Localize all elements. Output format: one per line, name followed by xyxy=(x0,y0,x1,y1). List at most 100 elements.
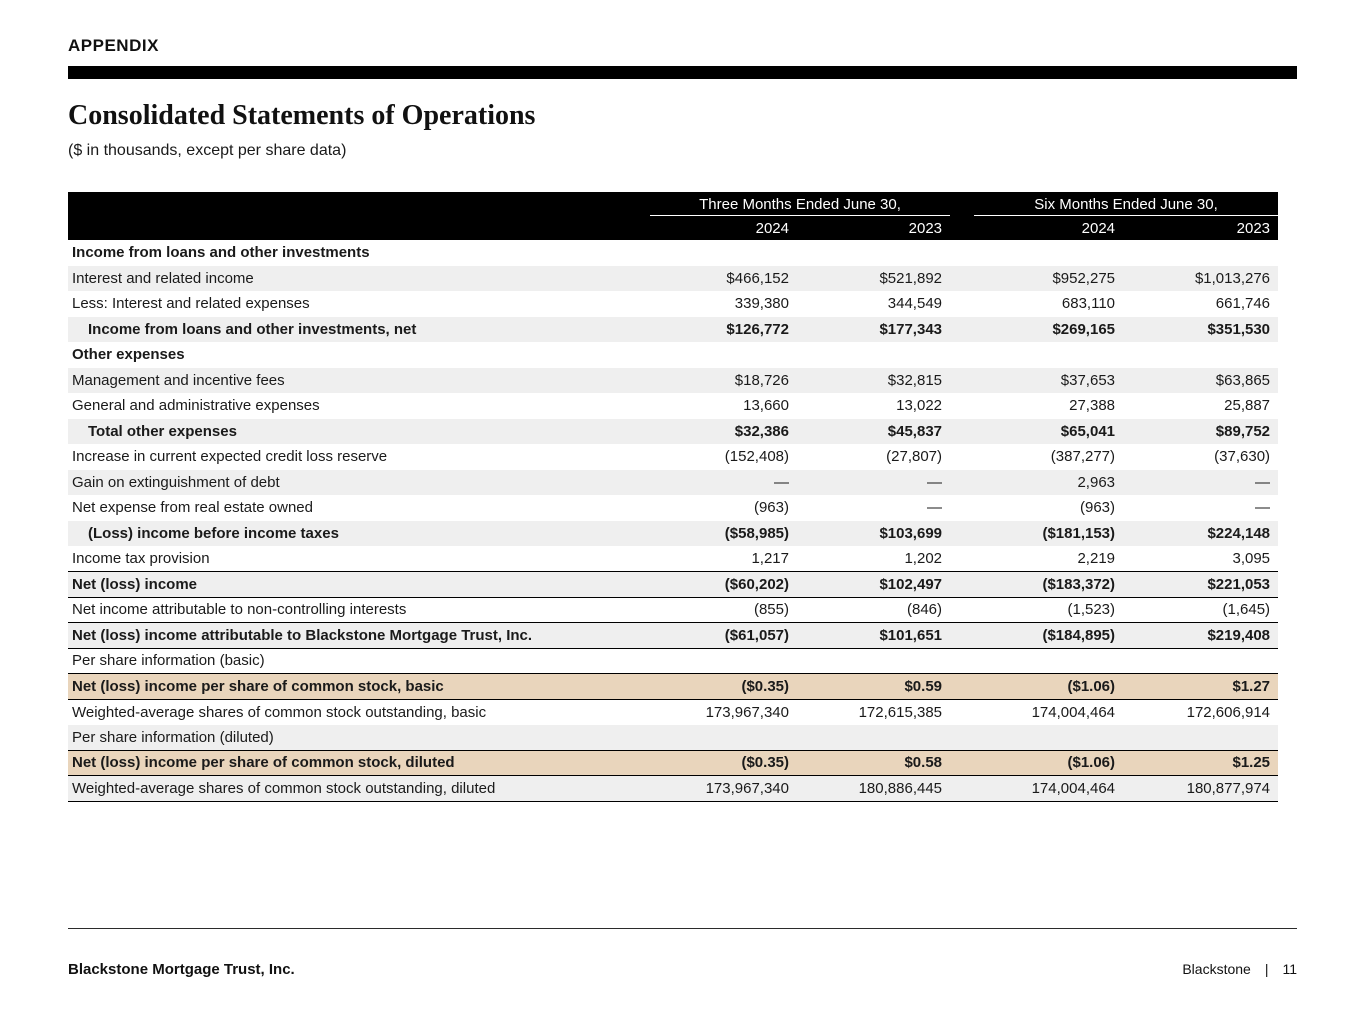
row-value: 173,967,340 xyxy=(650,699,797,725)
row-label: Interest and related income xyxy=(68,265,650,291)
table-row: Income from loans and other investments xyxy=(68,240,1279,266)
table-row: Gain on extinguishment of debt — —2,963— xyxy=(68,469,1279,495)
row-value: ($181,153) xyxy=(950,520,1124,546)
row-value: $1,013,276 xyxy=(1123,265,1279,291)
table-row: Interest and related income $466,152 $521,… xyxy=(68,265,1279,291)
row-value: 344,549 xyxy=(797,291,951,317)
row-value: — xyxy=(650,469,797,495)
row-value: ($60,202) xyxy=(650,571,797,598)
row-value: ($58,985) xyxy=(650,520,797,546)
year-header: 2024 xyxy=(950,216,1124,240)
row-value xyxy=(650,724,797,750)
row-value: ($184,895) xyxy=(950,622,1124,649)
row-label: Net expense from real estate owned xyxy=(68,495,650,521)
row-value: $65,041 xyxy=(950,418,1124,444)
row-value: 174,004,464 xyxy=(950,699,1124,725)
row-value: (855) xyxy=(650,597,797,623)
row-value: $32,386 xyxy=(650,418,797,444)
row-value: $63,865 xyxy=(1123,367,1279,393)
row-value: — xyxy=(797,495,951,521)
table-row: Management and incentive fees $18,726 $32,… xyxy=(68,367,1279,393)
table-row: Total other expenses $32,386 $45,837 $65,04… xyxy=(68,418,1279,444)
row-value: (846) xyxy=(797,597,951,623)
row-value: $1.27 xyxy=(1123,673,1279,700)
table-row: Per share information (diluted) xyxy=(68,724,1279,750)
table-row: Net income attributable to non-controlli… xyxy=(68,597,1279,623)
page-number: 11 xyxy=(1282,961,1297,977)
table-row: Other expenses xyxy=(68,342,1279,368)
table-row: Net (loss) income per share of common st… xyxy=(68,673,1279,700)
row-label: Per share information (diluted) xyxy=(68,724,650,750)
table-row: Net (loss) income attributable to Blacks… xyxy=(68,622,1279,649)
row-value: 1,202 xyxy=(797,546,951,572)
table-row: Weighted-average shares of common stock … xyxy=(68,775,1279,802)
year-header: 2023 xyxy=(797,216,951,240)
row-value: $521,892 xyxy=(797,265,951,291)
row-value xyxy=(1123,648,1279,674)
table-row: Increase in current expected credit loss… xyxy=(68,444,1279,470)
table-row: Less: Interest and related expenses 339,3… xyxy=(68,291,1279,317)
row-value: (37,630) xyxy=(1123,444,1279,470)
row-label: Weighted-average shares of common stock … xyxy=(68,775,650,802)
column-group-row: Three Months Ended June 30, Six Months E… xyxy=(68,192,1279,216)
row-value: 13,660 xyxy=(650,393,797,419)
header-spacer xyxy=(68,192,650,216)
row-value: $45,837 xyxy=(797,418,951,444)
row-value xyxy=(1123,724,1279,750)
row-label: Weighted-average shares of common stock … xyxy=(68,699,650,725)
table-header: Three Months Ended June 30, Six Months E… xyxy=(68,192,1279,240)
row-label: Income from loans and other investments,… xyxy=(68,316,650,342)
row-value: 13,022 xyxy=(797,393,951,419)
top-black-rule xyxy=(68,66,1297,79)
row-value: $224,148 xyxy=(1123,520,1279,546)
footer-company: Blackstone Mortgage Trust, Inc. xyxy=(68,961,295,978)
row-value: $18,726 xyxy=(650,367,797,393)
row-value: $0.58 xyxy=(797,749,951,776)
table-body: Income from loans and other investments I… xyxy=(68,240,1279,802)
table-row: General and administrative expenses 13,66… xyxy=(68,393,1279,419)
row-label: (Loss) income before income taxes xyxy=(68,520,650,546)
row-value: (27,807) xyxy=(797,444,951,470)
row-label: Gain on extinguishment of debt xyxy=(68,469,650,495)
row-value: 180,886,445 xyxy=(797,775,951,802)
row-value: 172,606,914 xyxy=(1123,699,1279,725)
row-value: $177,343 xyxy=(797,316,951,342)
footer-rule xyxy=(68,928,1297,929)
page-title: Consolidated Statements of Operations xyxy=(68,100,536,131)
row-label: Less: Interest and related expenses xyxy=(68,291,650,317)
row-value: ($61,057) xyxy=(650,622,797,649)
row-value: $221,053 xyxy=(1123,571,1279,598)
row-label: Income tax provision xyxy=(68,546,650,572)
footer-brand: Blackstone xyxy=(1182,961,1251,977)
row-value: $89,752 xyxy=(1123,418,1279,444)
row-label: Net (loss) income xyxy=(68,571,650,598)
year-header-row: 2024 2023 2024 2023 xyxy=(68,216,1279,240)
col-group-three-months: Three Months Ended June 30, xyxy=(650,192,951,216)
income-statement-table-wrap: Three Months Ended June 30, Six Months E… xyxy=(68,192,1279,802)
table-row: Net (loss) income ($60,202) $102,497 ($183,… xyxy=(68,571,1279,598)
col-group-six-months-label: Six Months Ended June 30, xyxy=(974,193,1279,216)
row-label: Total other expenses xyxy=(68,418,650,444)
row-value: $102,497 xyxy=(797,571,951,598)
row-value: 3,095 xyxy=(1123,546,1279,572)
row-value: $103,699 xyxy=(797,520,951,546)
row-value: ($0.35) xyxy=(650,673,797,700)
row-label: Other expenses xyxy=(68,342,650,368)
footer-separator: | xyxy=(1264,961,1269,977)
row-label: Increase in current expected credit loss… xyxy=(68,444,650,470)
table-row: Per share information (basic) xyxy=(68,648,1279,674)
row-value: — xyxy=(1123,469,1279,495)
row-value xyxy=(797,724,951,750)
row-label: Net (loss) income per share of common st… xyxy=(68,749,650,776)
row-value: — xyxy=(1123,495,1279,521)
year-header: 2024 xyxy=(650,216,797,240)
row-value: (1,645) xyxy=(1123,597,1279,623)
row-label: Per share information (basic) xyxy=(68,648,650,674)
row-label: Income from loans and other investments xyxy=(68,240,650,266)
row-value: (963) xyxy=(650,495,797,521)
row-label: Net (loss) income per share of common st… xyxy=(68,673,650,700)
page-subtitle: ($ in thousands, except per share data) xyxy=(68,142,347,159)
row-value xyxy=(950,240,1124,266)
row-value: ($183,372) xyxy=(950,571,1124,598)
